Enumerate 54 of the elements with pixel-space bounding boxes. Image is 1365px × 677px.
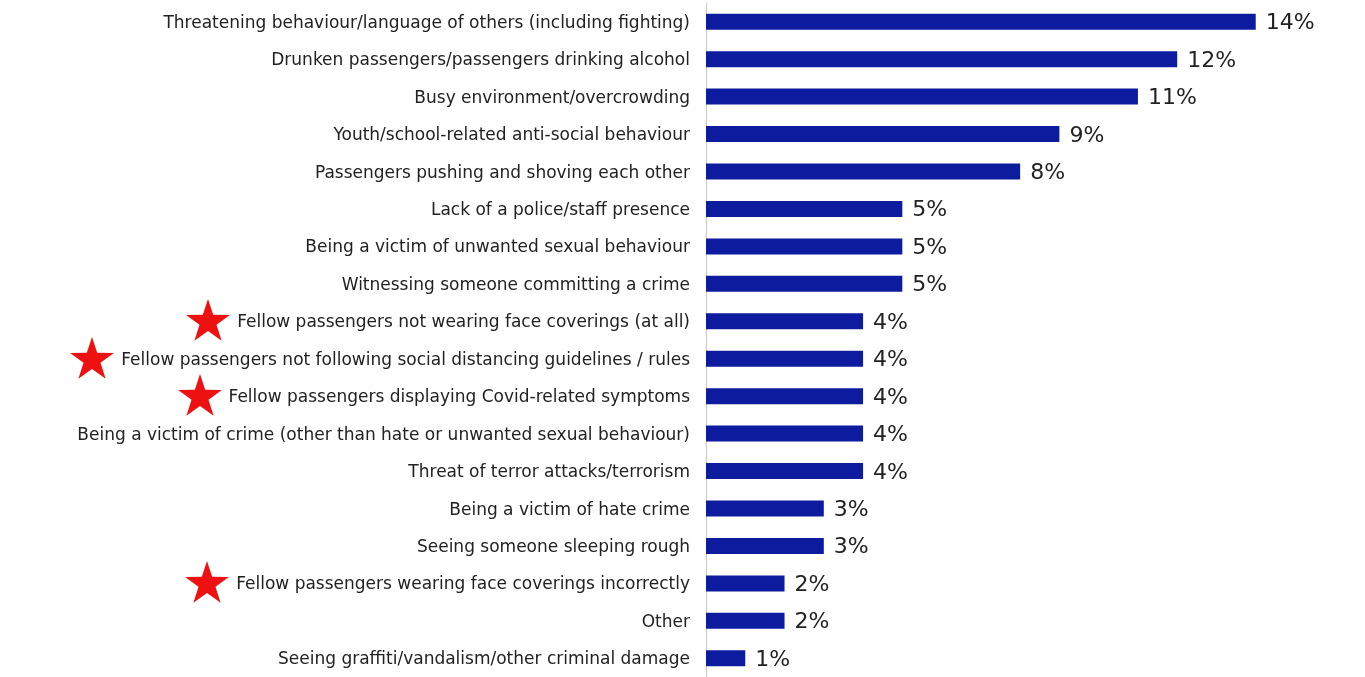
data-label: 5% bbox=[912, 196, 948, 222]
data-label: 9% bbox=[1069, 121, 1105, 147]
y-tick-label: Fellow passengers not wearing face coverings (at all) bbox=[237, 311, 690, 332]
y-tick-label: Other bbox=[641, 610, 690, 631]
bar bbox=[706, 612, 785, 629]
bar bbox=[706, 350, 864, 367]
y-tick-label: Being a victim of hate crime bbox=[449, 498, 690, 519]
data-label: 14% bbox=[1265, 9, 1315, 35]
data-label: 2% bbox=[794, 608, 830, 634]
data-label: 3% bbox=[833, 533, 869, 559]
y-tick-label: Threat of terror attacks/terrorism bbox=[407, 461, 690, 482]
data-label: 2% bbox=[794, 570, 830, 596]
y-tick-label: Fellow passengers wearing face coverings incorrectly bbox=[236, 573, 690, 594]
bar bbox=[706, 463, 864, 480]
y-tick-label: Fellow passengers displaying Covid-related symptoms bbox=[228, 386, 691, 407]
bar bbox=[706, 200, 903, 217]
bar bbox=[706, 238, 903, 255]
data-label: 4% bbox=[873, 458, 908, 484]
y-tick-label: Being a victim of crime (other than hate or unwanted sexual behaviour) bbox=[77, 423, 690, 444]
bar bbox=[706, 425, 864, 442]
y-tick-label: Busy environment/overcrowding bbox=[414, 86, 690, 107]
data-label: 3% bbox=[833, 496, 869, 521]
y-tick-label: Drunken passengers/passengers drinking alcohol bbox=[271, 49, 690, 70]
data-label: 8% bbox=[1030, 159, 1066, 184]
y-tick-label: Lack of a police/staff presence bbox=[430, 198, 690, 219]
bar bbox=[706, 500, 824, 517]
y-tick-label: Threatening behaviour/language of others (including fighting) bbox=[162, 11, 690, 32]
data-label: 12% bbox=[1187, 46, 1237, 72]
data-label: 4% bbox=[873, 346, 908, 372]
y-tick-label: Fellow passengers not following social distancing guidelines / rules bbox=[121, 348, 691, 369]
data-label: 4% bbox=[873, 383, 908, 409]
y-tick-label: Witnessing someone committing a crime bbox=[341, 273, 690, 294]
bar bbox=[706, 650, 746, 667]
bar bbox=[706, 88, 1138, 105]
bar bbox=[706, 275, 903, 292]
y-tick-label: Youth/school-related anti-social behaviour bbox=[332, 124, 690, 145]
data-label: 5% bbox=[912, 233, 948, 259]
y-tick-label: Seeing graffiti/vandalism/other criminal damage bbox=[278, 648, 690, 669]
bar bbox=[706, 126, 1060, 143]
bar bbox=[706, 313, 864, 330]
bar bbox=[706, 13, 1256, 30]
y-tick-label: Passengers pushing and shoving each other bbox=[314, 161, 691, 182]
bar bbox=[706, 163, 1021, 180]
y-tick-label: Seeing someone sleeping rough bbox=[416, 535, 690, 556]
y-tick-label: Being a victim of unwanted sexual behaviour bbox=[305, 236, 690, 257]
data-label: 4% bbox=[873, 308, 908, 334]
data-label: 11% bbox=[1147, 84, 1197, 110]
bar bbox=[706, 537, 824, 554]
bar bbox=[706, 388, 864, 405]
bar bbox=[706, 575, 785, 592]
data-label: 5% bbox=[912, 271, 948, 297]
data-label: 4% bbox=[873, 421, 908, 447]
data-label: 1% bbox=[755, 645, 791, 671]
bar bbox=[706, 51, 1178, 68]
